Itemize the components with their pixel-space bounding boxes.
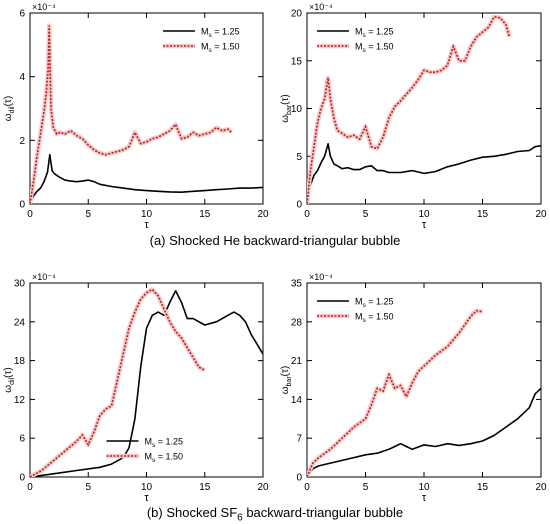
- axis-exponent-label: ×10⁻⁴: [32, 2, 56, 12]
- y-tick-label: 6: [19, 434, 25, 445]
- x-tick-label: 20: [257, 482, 269, 493]
- y-tick-label: 30: [14, 279, 26, 290]
- caption-b-prefix: (b) Shocked SF: [146, 505, 238, 520]
- x-tick-label: 5: [363, 482, 369, 493]
- x-tick-label: 0: [27, 482, 33, 493]
- y-tick-label: 10: [291, 104, 303, 115]
- series-line-ms-150: [307, 15, 511, 204]
- x-tick-label: 10: [418, 482, 430, 493]
- y-axis-label: ωdil(τ): [3, 367, 16, 392]
- y-tick-label: 15: [291, 56, 303, 67]
- x-tick-label: 20: [535, 209, 547, 220]
- series-line-ms-125: [307, 143, 541, 204]
- legend-label: Ms = 1.50: [201, 42, 240, 55]
- y-tick-label: 7: [296, 434, 302, 445]
- y-tick-label: 21: [291, 356, 303, 367]
- x-tick-label: 5: [85, 209, 91, 220]
- caption-b-suffix: backward-triangular bubble: [242, 505, 404, 520]
- y-tick-label: 0: [296, 473, 302, 484]
- y-tick-label: 12: [14, 395, 26, 406]
- legend-label: Ms = 1.25: [145, 437, 184, 450]
- x-axis-label: τ: [422, 219, 427, 231]
- y-tick-label: 0: [19, 473, 25, 484]
- x-tick-label: 20: [257, 209, 269, 220]
- legend-label: Ms = 1.25: [355, 297, 394, 310]
- legend-label: Ms = 1.50: [355, 42, 394, 55]
- y-tick-label: 6: [19, 9, 25, 20]
- series-line-ms-150: [307, 309, 483, 477]
- chart-b-left: 0 5 10 15 20 0 6 12 18 24 30 ×10⁻⁴ τ ωdil(τ) Ms = 1.25…: [3, 272, 269, 504]
- y-tick-label: 5: [296, 152, 302, 163]
- legend-label: Ms = 1.50: [145, 452, 184, 465]
- x-tick-label: 0: [304, 482, 310, 493]
- series-halo: [307, 308, 483, 477]
- y-tick-label: 24: [14, 317, 26, 328]
- legend-label: Ms = 1.25: [355, 27, 394, 40]
- x-tick-label: 10: [141, 209, 153, 220]
- x-tick-label: 10: [418, 209, 430, 220]
- x-tick-label: 15: [199, 482, 211, 493]
- chart-b-right: 0 5 10 15 20 0 7 14 21 28 35 ×10⁻⁴ τ ωbar(τ) Ms = 1.25…: [280, 272, 547, 504]
- y-tick-label: 0: [19, 200, 25, 211]
- series-line-ms-125: [30, 289, 263, 477]
- y-tick-label: 4: [19, 72, 25, 83]
- y-tick-label: 2: [19, 136, 25, 147]
- axis-exponent-label: ×10⁻⁴: [309, 272, 333, 282]
- y-tick-label: 0: [296, 200, 302, 211]
- y-tick-label: 14: [291, 395, 303, 406]
- axis-exponent-label: ×10⁻⁴: [32, 272, 56, 282]
- series-line-ms-125: [307, 387, 541, 477]
- y-tick-label: 35: [291, 279, 303, 290]
- x-tick-label: 15: [477, 482, 489, 493]
- x-tick-label: 0: [304, 209, 310, 220]
- plot-frame: [306, 282, 542, 478]
- x-tick-label: 15: [477, 209, 489, 220]
- x-tick-label: 5: [85, 482, 91, 493]
- series-line-ms-150: [30, 288, 206, 477]
- y-axis-label: ωbar(τ): [280, 94, 293, 123]
- chart-a-right: 0 5 10 15 20 0 5 10 15 20 ×10⁻⁴ τ ωbar(τ) Ms = 1.25 Ms…: [280, 2, 547, 231]
- y-axis-label: ωdil(τ): [3, 96, 16, 121]
- legend-label: Ms = 1.25: [201, 27, 240, 40]
- x-tick-label: 20: [535, 482, 547, 493]
- x-tick-label: 10: [141, 482, 153, 493]
- y-tick-label: 28: [291, 317, 303, 328]
- x-axis-label: τ: [144, 492, 149, 504]
- x-tick-label: 15: [199, 209, 211, 220]
- y-tick-label: 18: [14, 356, 26, 367]
- y-tick-label: 20: [291, 9, 303, 20]
- caption-b-subscript: 6: [237, 512, 243, 524]
- axis-exponent-label: ×10⁻⁴: [309, 2, 333, 12]
- y-axis-label: ωbar(τ): [280, 366, 293, 395]
- plot-frame: [29, 282, 264, 478]
- x-axis-label: τ: [144, 219, 149, 231]
- x-axis-label: τ: [422, 492, 427, 504]
- chart-a-left: 0 5 10 15 20 0 2 4 6 ×10⁻⁴ τ ωdil(τ) Ms = 1.25 Ms = 1…: [3, 2, 269, 231]
- plot-frame: [306, 12, 542, 205]
- series-line-ms-150: [30, 25, 233, 204]
- series-line-ms-125: [30, 153, 263, 204]
- caption-b: (b) Shocked SF6 backward-triangular bubb…: [0, 505, 550, 524]
- caption-a: (a) Shocked He backward-triangular bubbl…: [149, 233, 401, 248]
- x-tick-label: 5: [363, 209, 369, 220]
- legend-label: Ms = 1.50: [355, 312, 394, 325]
- x-tick-label: 0: [27, 209, 33, 220]
